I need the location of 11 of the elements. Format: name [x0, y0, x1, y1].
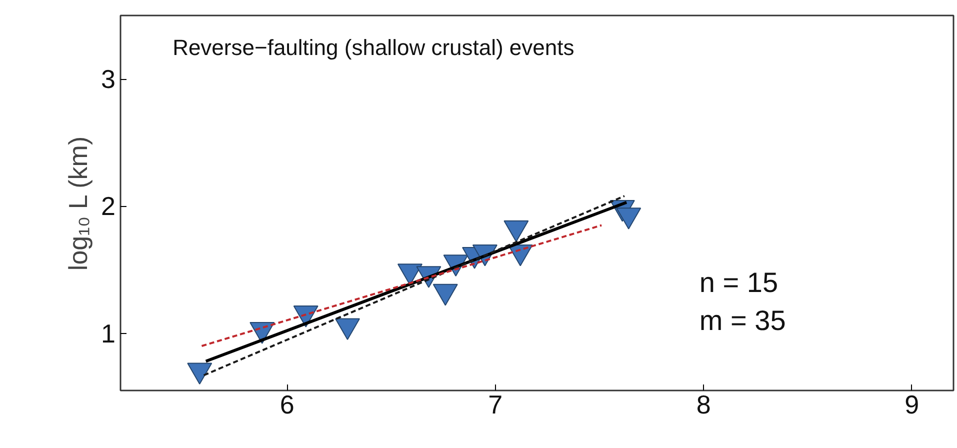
annotation: Reverse−faulting (shallow crustal) events — [172, 34, 574, 60]
y-tick-label: 3 — [101, 64, 116, 94]
x-tick-label: 6 — [280, 390, 294, 420]
x-tick-label: 9 — [904, 390, 920, 420]
annotation: n = 15 — [699, 266, 778, 298]
x-tick-label: 8 — [696, 390, 711, 420]
x-tick-label: 7 — [488, 390, 503, 420]
y-axis-title: log₁₀ L (km) — [63, 136, 94, 271]
y-tick-label: 2 — [101, 191, 116, 222]
annotation: m = 35 — [699, 305, 786, 336]
y-tick-label: 1 — [101, 318, 116, 348]
